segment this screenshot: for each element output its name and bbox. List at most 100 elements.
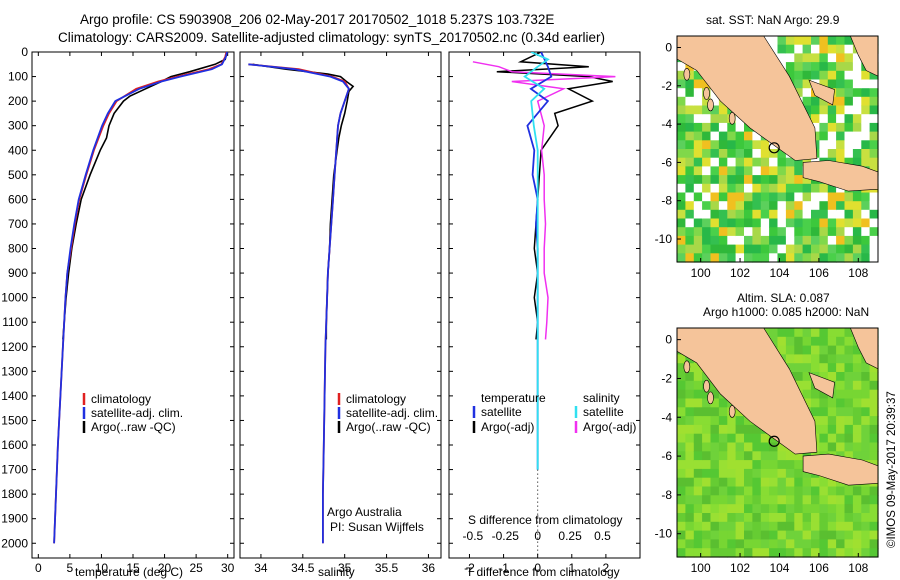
- map-cell: [744, 416, 753, 426]
- map-y-tick-label: 0: [665, 40, 672, 54]
- map-cell: [827, 53, 837, 63]
- map-cell: [777, 486, 787, 496]
- island: [703, 87, 710, 100]
- depth-tick-label: 600: [8, 192, 28, 206]
- map-cell: [794, 88, 804, 98]
- map-cell: [702, 433, 712, 444]
- map-cell: [710, 513, 720, 523]
- depth-tick-label: 1900: [1, 512, 28, 526]
- map-cell: [802, 105, 812, 115]
- map-cell: [718, 175, 728, 185]
- map-cell: [852, 495, 862, 505]
- map-cell: [727, 218, 737, 228]
- map-x-tick-label: 100: [691, 266, 711, 280]
- map-cell: [769, 36, 779, 46]
- map-cell: [836, 416, 846, 426]
- map-cell: [769, 504, 779, 514]
- map-cell: [702, 79, 712, 89]
- map-cell: [819, 433, 829, 444]
- map-cell: [693, 122, 703, 133]
- map-cell: [819, 398, 829, 408]
- map-cell: [869, 521, 879, 532]
- map-y-tick-label: -6: [661, 155, 672, 169]
- map-cell: [693, 433, 703, 444]
- map-cell: [769, 460, 779, 470]
- diff-xlabel: T difference from climatology: [466, 565, 620, 579]
- map-cell: [693, 183, 703, 194]
- map-cell: [794, 166, 804, 176]
- map-cell: [677, 460, 686, 470]
- map-cell: [844, 36, 854, 46]
- map-cell: [718, 235, 728, 246]
- map-cell: [836, 244, 846, 254]
- map-cell: [702, 227, 712, 237]
- map-cell: [869, 389, 879, 400]
- map-cell: [861, 530, 871, 540]
- map-cell: [677, 88, 686, 98]
- map-cell: [752, 131, 762, 141]
- map-cell: [752, 424, 762, 435]
- map-cell: [819, 530, 829, 540]
- map-cell: [819, 70, 829, 81]
- map-cell: [827, 486, 837, 496]
- map-cell: [861, 424, 871, 435]
- map-cell: [844, 372, 854, 382]
- map-cell: [777, 253, 787, 263]
- map-cell: [836, 345, 846, 355]
- map-cell: [735, 235, 745, 246]
- map-cell: [836, 209, 846, 220]
- series-line-climatology: [248, 63, 350, 544]
- map-cell: [785, 244, 795, 254]
- map-cell: [710, 96, 720, 107]
- map-cell: [693, 227, 703, 237]
- map-cell: [827, 407, 837, 417]
- map-cell: [727, 131, 737, 141]
- map-cell: [677, 504, 686, 514]
- map-cell: [861, 96, 871, 107]
- temp-plot: [53, 52, 228, 544]
- depth-tick-label: 1400: [1, 389, 28, 403]
- island: [703, 379, 710, 393]
- x-tick-label: 20: [158, 561, 172, 575]
- map-cell: [718, 131, 728, 141]
- x-tick-label: 36: [422, 561, 436, 575]
- map-cell: [819, 442, 829, 452]
- map-cell: [777, 442, 787, 452]
- map-cell: [727, 122, 737, 133]
- sst-map-title: sat. SST: NaN Argo: 29.9: [706, 13, 840, 27]
- map-cell: [861, 70, 871, 81]
- map-x-tick-label: 102: [730, 561, 750, 575]
- map-cell: [827, 513, 837, 523]
- map-cell: [827, 79, 837, 89]
- map-cell: [760, 442, 770, 452]
- map-cell: [844, 105, 854, 115]
- map-cell: [811, 486, 820, 496]
- map-cell: [693, 201, 703, 211]
- map-cell: [811, 36, 820, 46]
- map-cell: [811, 62, 820, 72]
- map-cell: [811, 218, 820, 228]
- map-cell: [802, 548, 812, 558]
- map-cell: [744, 201, 753, 211]
- map-cell: [760, 451, 770, 461]
- map-cell: [827, 218, 837, 228]
- map-cell: [702, 504, 712, 514]
- map-cell: [710, 131, 720, 141]
- map-cell: [785, 468, 795, 479]
- map-cell: [777, 460, 787, 470]
- map-cell: [844, 140, 854, 150]
- map-cell: [760, 244, 770, 254]
- map-cell: [811, 336, 820, 347]
- map-cell: [760, 201, 770, 211]
- legend-label-argo: Argo(..raw -QC): [346, 420, 431, 434]
- map-cell: [852, 389, 862, 400]
- map-cell: [861, 513, 871, 523]
- map-cell: [827, 336, 837, 347]
- map-cell: [727, 157, 737, 167]
- temp-legend: climatology satellite-adj. clim. Argo(..…: [82, 392, 183, 434]
- map-cell: [744, 131, 753, 141]
- series-line-satellite-adj-clim-: [248, 63, 350, 544]
- map-cell: [735, 192, 745, 202]
- map-cell: [861, 140, 871, 150]
